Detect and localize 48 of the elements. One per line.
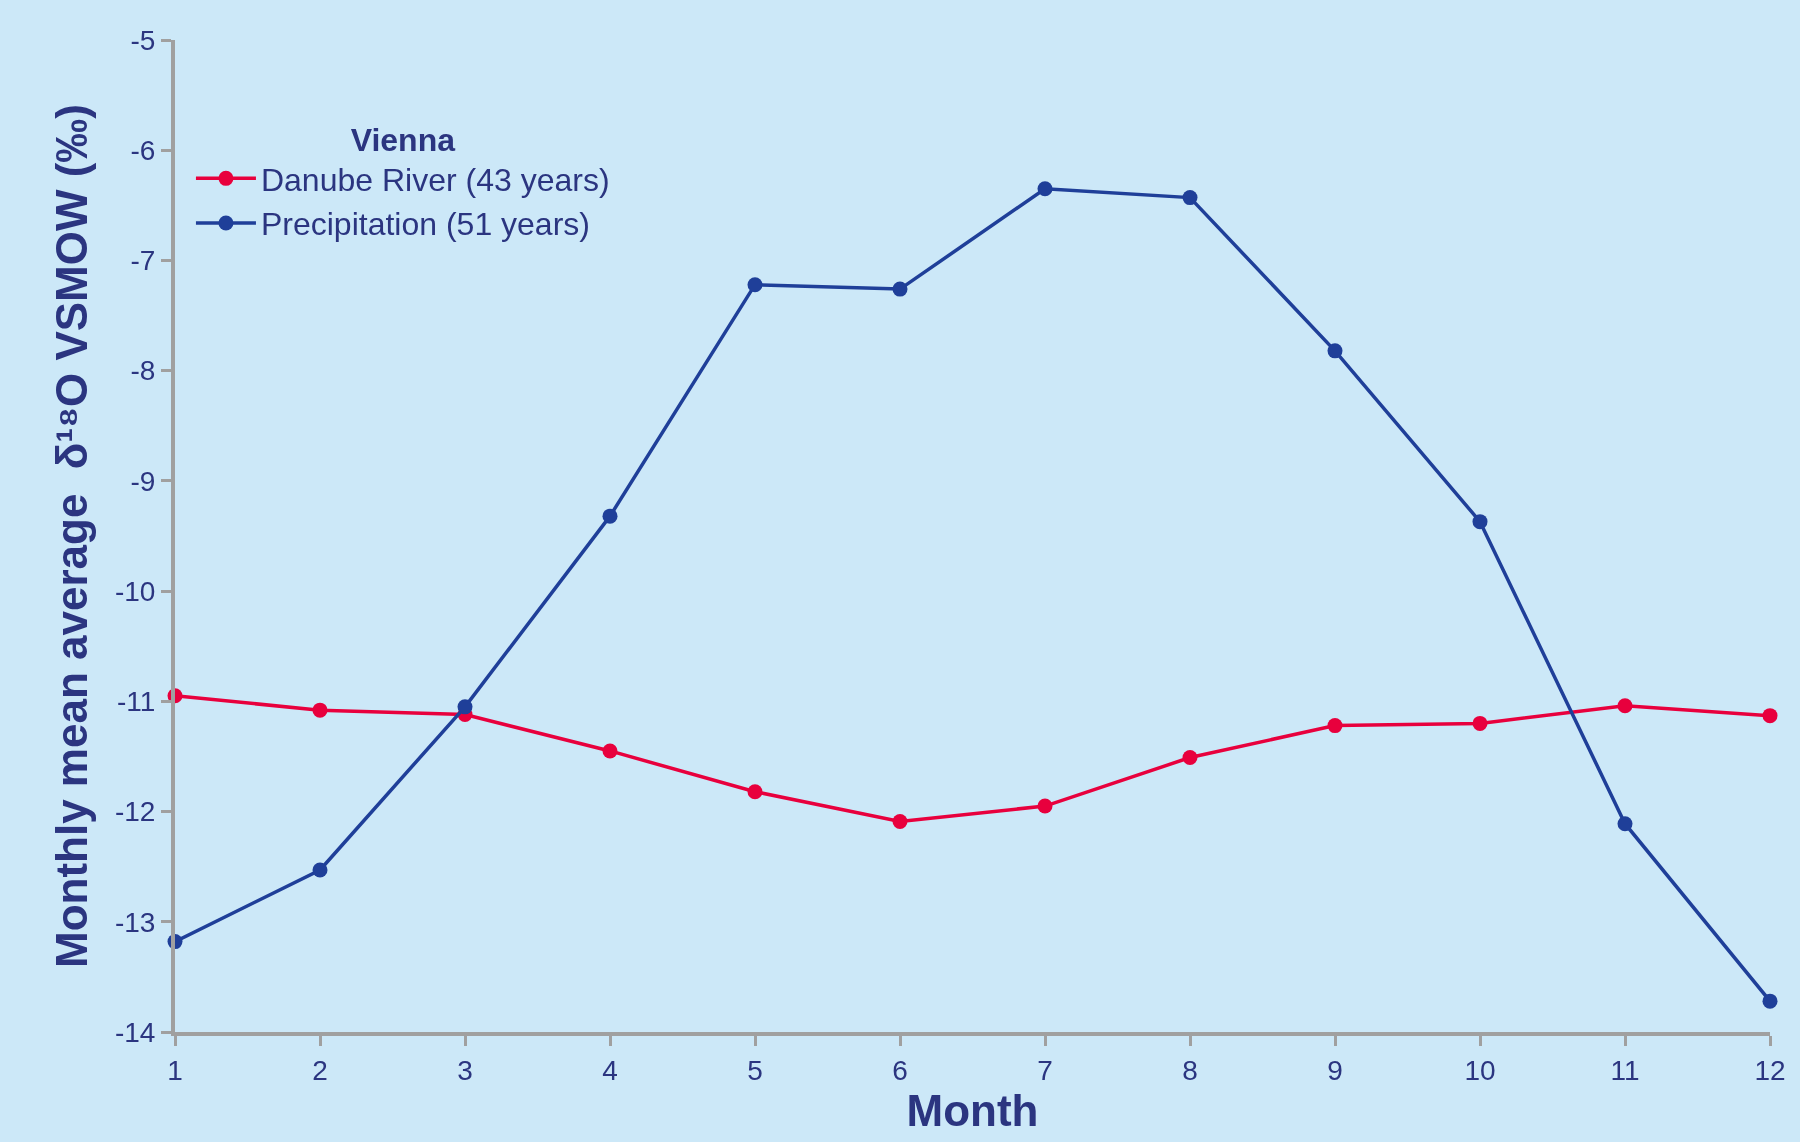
x-tick-label: 3 [457,1054,473,1086]
x-tick-label: 6 [892,1054,908,1086]
y-tick-label: -10 [114,575,156,607]
y-tick-label: -9 [130,465,156,497]
x-axis-title: Month [906,1085,1039,1135]
y-axis-title: Monthly mean average δ¹⁸O VSMOW (‰) [46,103,96,969]
x-tick-label: 12 [1754,1054,1786,1086]
point [1182,190,1198,206]
point [892,813,908,829]
y-tick-label: -12 [114,796,156,828]
point [312,862,328,878]
point [1762,993,1778,1009]
x-tick-label: 1 [167,1054,183,1086]
x-tick-label: 8 [1182,1054,1198,1086]
point [1037,181,1053,197]
point [892,281,908,297]
y-tick-label: -11 [117,686,156,718]
point [1472,514,1488,530]
point [747,784,763,800]
legend-title: Vienna [350,122,456,159]
point [1182,750,1198,766]
legend-label: Precipitation (51 years) [260,206,590,243]
x-tick-label: 5 [747,1054,763,1086]
y-tick-label: -13 [114,906,156,938]
point [602,508,618,524]
y-tick-label: -8 [130,355,156,387]
x-tick-label: 10 [1464,1054,1496,1086]
point [602,743,618,759]
y-tick-label: -14 [114,1016,156,1048]
x-tick-label: 7 [1037,1054,1053,1086]
point [1327,343,1343,359]
point [1472,715,1488,731]
point [1617,816,1633,832]
y-tick-label: -6 [130,135,156,167]
point [1617,698,1633,714]
y-tick-label: -5 [130,24,156,56]
legend-label: Danube River (43 years) [260,161,610,198]
x-tick-label: 4 [602,1054,618,1086]
x-tick-label: 2 [312,1054,328,1086]
x-tick-label: 11 [1610,1054,1640,1086]
x-tick-label: 9 [1327,1054,1343,1086]
point [747,277,763,293]
y-tick-label: -7 [130,245,156,277]
point [312,702,328,718]
point [1037,798,1053,814]
point [1762,708,1778,724]
point [1327,718,1343,734]
point [457,699,473,715]
